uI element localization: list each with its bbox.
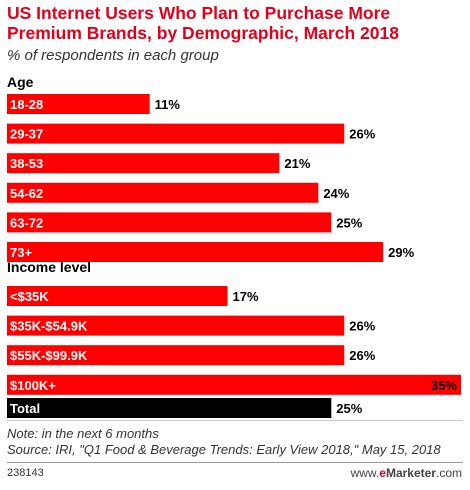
chart-title: US Internet Users Who Plan to Purchase M… xyxy=(7,3,399,43)
chart-source: Source: IRI, "Q1 Food & Beverage Trends:… xyxy=(7,442,441,457)
bar xyxy=(7,374,461,395)
value-label: 11% xyxy=(155,97,181,112)
total-bar xyxy=(7,398,332,418)
bar xyxy=(7,212,332,233)
group-header: Income level xyxy=(7,259,91,275)
brand-logo-suffix: .com xyxy=(435,466,462,480)
chart-note: Note: in the next 6 months xyxy=(7,426,159,441)
value-label: 25% xyxy=(336,401,362,416)
category-label: 73+ xyxy=(10,245,32,260)
footer-divider xyxy=(7,420,463,421)
value-label: 35% xyxy=(431,378,457,393)
chart-id: 238143 xyxy=(7,467,44,479)
brand-logo-name: Marketer xyxy=(385,466,436,480)
bar xyxy=(7,182,319,203)
category-label: $100K+ xyxy=(10,378,56,393)
value-label: 29% xyxy=(388,245,414,260)
bar xyxy=(7,286,228,306)
value-label: 26% xyxy=(349,348,375,363)
value-label: 17% xyxy=(233,289,259,304)
category-label: 63-72 xyxy=(10,215,43,230)
value-label: 26% xyxy=(349,319,375,334)
bar-chart: Age 18-28 11% 29-37 26% 38-53 21% 54-62 24% 63-72… xyxy=(7,74,461,418)
value-label: 21% xyxy=(284,156,310,171)
bar xyxy=(7,123,345,144)
category-label: 18-28 xyxy=(10,97,43,112)
category-label: $35K-$54.9K xyxy=(10,319,88,334)
value-label: 26% xyxy=(349,127,375,142)
bar xyxy=(7,242,384,262)
bar xyxy=(7,345,345,366)
value-label: 25% xyxy=(336,215,362,230)
value-label: 24% xyxy=(323,186,349,201)
brand-logo[interactable]: www.eMarketer.com xyxy=(350,466,462,480)
brand-logo-e: e xyxy=(379,466,386,480)
category-label: 38-53 xyxy=(10,156,43,171)
category-label: Total xyxy=(10,401,40,416)
chart-subtitle: % of respondents in each group xyxy=(7,47,219,64)
bar xyxy=(7,94,150,114)
category-label: 29-37 xyxy=(10,127,43,142)
category-label: 54-62 xyxy=(10,186,43,201)
bar xyxy=(7,153,280,174)
bottom-divider xyxy=(7,462,463,463)
category-label: $55K-$99.9K xyxy=(10,348,88,363)
bar xyxy=(7,315,345,336)
category-label: <$35K xyxy=(10,289,49,304)
group-header: Age xyxy=(7,74,34,90)
